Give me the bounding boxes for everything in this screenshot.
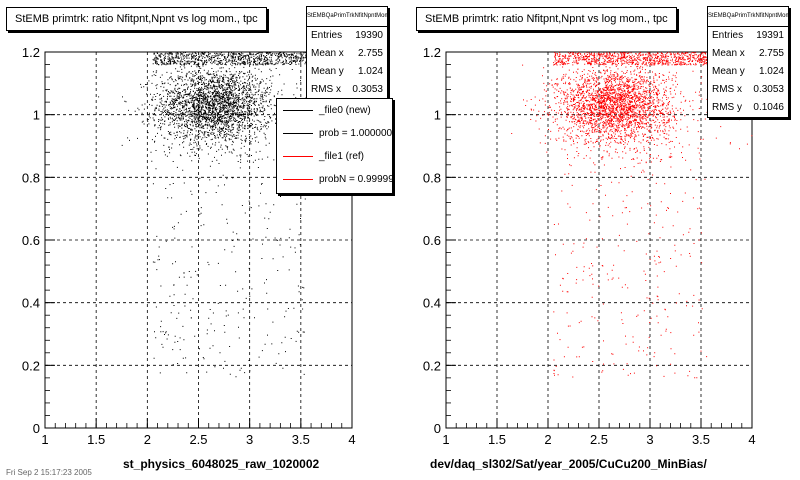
legend-line-black xyxy=(283,110,313,111)
timestamp: Fri Sep 2 15:17:23 2005 xyxy=(6,468,92,477)
legend-line-red xyxy=(283,179,313,180)
left-stats-row: Mean y 1.024 xyxy=(311,66,383,77)
left-stats-name: StEMBQaPrimTrkNfitNpntMomT xyxy=(307,7,387,27)
legend-entry: probN = 0.999999 xyxy=(277,168,392,191)
left-x-axis-label: st_physics_6048025_raw_1020002 xyxy=(123,457,320,471)
x-tick-label: 1.5 xyxy=(488,432,506,447)
right-stats-row: Mean x 2.755 xyxy=(712,48,784,59)
x-tick-label: 3.5 xyxy=(292,432,310,447)
right-scatter-panel: 1 1.5 2 2.5 3 3.5 4 0 0.2 0.4 0.6 0.8 1 1.2 xyxy=(423,45,756,447)
right-stats-box: StEMBQaPrimTrkNfitNpntMomT Entries 19391 … xyxy=(707,6,789,118)
y-tick-label: 0.6 xyxy=(423,233,441,248)
x-tick-label: 3 xyxy=(246,432,253,447)
legend: _file0 (new) prob = 1.000000 _file1 (ref… xyxy=(276,98,393,194)
y-tick-label: 0 xyxy=(33,421,40,436)
y-tick-label: 0.2 xyxy=(22,358,40,373)
x-tick-label: 2 xyxy=(544,432,551,447)
right-x-axis-label: dev/daq_sl302/Sat/year_2005/CuCu200_MinB… xyxy=(430,457,707,471)
right-stats-name: StEMBQaPrimTrkNfitNpntMomT xyxy=(708,7,788,27)
left-chart-title: StEMB primtrk: ratio Nfitpnt,Npnt vs log… xyxy=(6,7,267,31)
y-tick-label: 0.8 xyxy=(423,170,441,185)
y-tick-label: 0.8 xyxy=(22,170,40,185)
right-stats-row: RMS x 0.3053 xyxy=(712,84,784,95)
y-tick-label: 1 xyxy=(33,108,40,123)
legend-entry: prob = 1.000000 xyxy=(277,122,392,145)
x-tick-label: 4 xyxy=(348,432,355,447)
y-tick-label: 0 xyxy=(434,421,441,436)
y-tick-label: 0.4 xyxy=(423,296,441,311)
legend-entry: _file0 (new) xyxy=(277,99,392,122)
legend-line-red xyxy=(283,156,313,157)
x-tick-label: 2.5 xyxy=(189,432,207,447)
right-chart-title: StEMB primtrk: ratio Nfitpnt,Npnt vs log… xyxy=(416,7,677,31)
x-tick-label: 1.5 xyxy=(87,432,105,447)
x-tick-label: 1 xyxy=(41,432,48,447)
y-tick-label: 0.2 xyxy=(423,358,441,373)
left-stats-row: Entries 19390 xyxy=(311,30,383,41)
x-tick-label: 3 xyxy=(646,432,653,447)
left-stats-box: StEMBQaPrimTrkNfitNpntMomT Entries 19390 … xyxy=(306,6,388,100)
x-tick-label: 3.5 xyxy=(692,432,710,447)
legend-entry: _file1 (ref) xyxy=(277,145,392,168)
y-tick-label: 0.6 xyxy=(22,233,40,248)
left-stats-row: RMS x 0.3053 xyxy=(311,84,383,95)
y-tick-label: 1 xyxy=(434,108,441,123)
left-stats-row: Mean x 2.755 xyxy=(311,48,383,59)
y-tick-label: 1.2 xyxy=(423,45,441,60)
x-tick-label: 2 xyxy=(144,432,151,447)
right-stats-row: Entries 19391 xyxy=(712,30,784,41)
y-tick-label: 1.2 xyxy=(22,45,40,60)
x-tick-label: 1 xyxy=(442,432,449,447)
legend-line-black xyxy=(283,133,313,134)
y-tick-label: 0.4 xyxy=(22,296,40,311)
x-tick-label: 4 xyxy=(748,432,755,447)
x-tick-label: 2.5 xyxy=(590,432,608,447)
right-stats-row: RMS y 0.1046 xyxy=(712,102,784,113)
right-stats-row: Mean y 1.024 xyxy=(712,66,784,77)
